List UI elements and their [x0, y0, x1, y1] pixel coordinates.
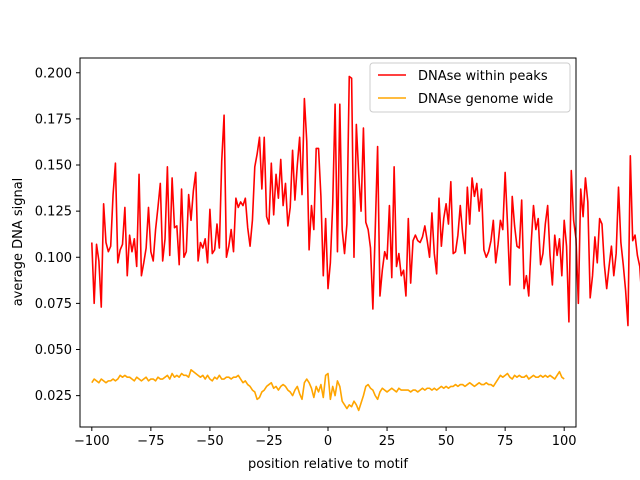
- legend-label-genome: DNAse genome wide: [418, 92, 553, 107]
- y-tick-label: 0.075: [35, 297, 72, 312]
- x-tick-label: 0: [324, 434, 332, 449]
- y-tick-label: 0.100: [35, 251, 72, 266]
- series-layer: [91, 75, 640, 412]
- series-line-1: [91, 369, 565, 412]
- x-tick-label: 75: [497, 434, 514, 449]
- y-tick-label: 0.200: [35, 66, 72, 81]
- y-tick-label: 0.050: [35, 343, 72, 358]
- y-tick-label: 0.125: [35, 205, 72, 220]
- y-tick-label: 0.150: [35, 159, 72, 174]
- y-tick-label: 0.025: [35, 389, 72, 404]
- x-tick-label: −75: [137, 434, 164, 449]
- y-tick-label: 0.175: [35, 112, 72, 127]
- legend: DNAse within peaks DNAse genome wide: [369, 62, 571, 113]
- x-tick-label: −50: [196, 434, 223, 449]
- legend-label-peaks: DNAse within peaks: [418, 69, 548, 84]
- x-axis-label: position relative to motif: [248, 457, 408, 472]
- x-tick-label: 25: [379, 434, 396, 449]
- x-tick-label: 50: [438, 434, 455, 449]
- x-axis-ticks: −100 −75 −50 −25 0 25 50 75 100: [74, 427, 577, 449]
- x-tick-label: −100: [74, 434, 110, 449]
- x-tick-label: −25: [255, 434, 282, 449]
- y-axis-ticks: 0.025 0.050 0.075 0.100 0.125 0.150 0.175 0.200: [35, 66, 80, 404]
- legend-box: [369, 62, 571, 113]
- x-tick-label: 100: [552, 434, 577, 449]
- series-line-0: [91, 75, 640, 327]
- y-axis-label: average DNA signal: [11, 178, 26, 307]
